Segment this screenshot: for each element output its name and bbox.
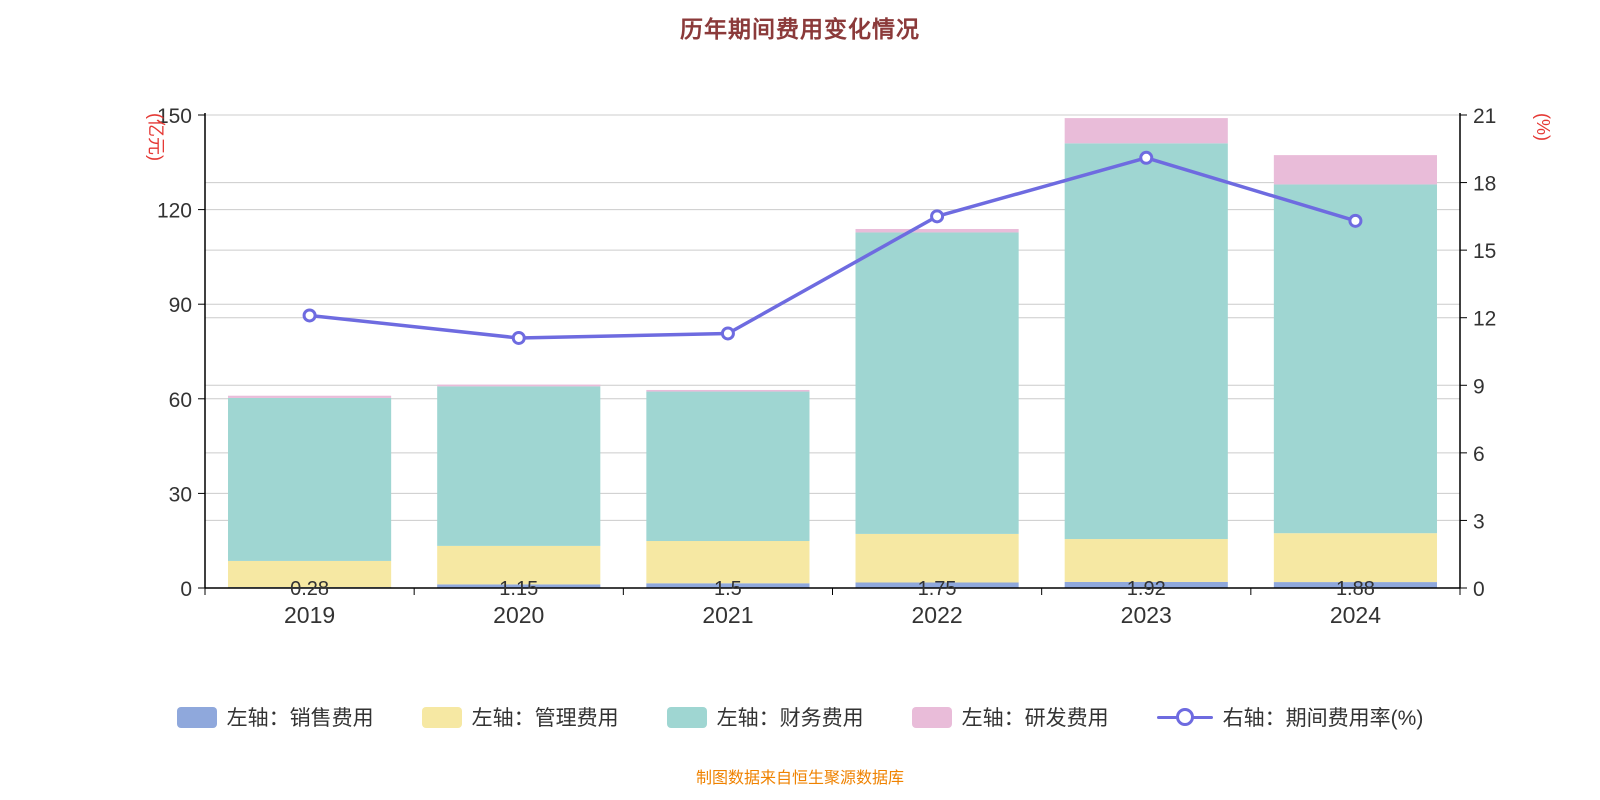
bar-value-label: 1.88	[1336, 578, 1375, 600]
legend-item-bar-2[interactable]: 左轴：财务费用	[666, 702, 864, 732]
legend-line-swatch	[1156, 706, 1213, 728]
legend-label: 左轴：销售费用	[226, 707, 374, 730]
rate-line-point[interactable]	[302, 308, 317, 323]
bar-value-label: 0.28	[290, 578, 329, 600]
bar-segment-1[interactable]	[1064, 539, 1228, 582]
right-tick-label: 9	[1473, 375, 1485, 398]
bars-group	[228, 118, 1437, 588]
bar-segment-2[interactable]	[646, 391, 810, 542]
right-axis-unit-label: (%)	[1533, 113, 1553, 141]
chart-title: 历年期间费用变化情况	[680, 16, 920, 42]
legend-item-bar-3[interactable]: 左轴：研发费用	[911, 702, 1109, 732]
bar-segment-3[interactable]	[1064, 118, 1228, 144]
left-tick-label: 150	[157, 105, 192, 128]
bar-segment-0[interactable]	[1064, 581, 1228, 588]
left-tick-label: 90	[169, 294, 192, 317]
bar-segment-1[interactable]	[855, 533, 1019, 583]
x-category-label: 2019	[284, 602, 335, 628]
legend-item-bar-0[interactable]: 左轴：销售费用	[176, 702, 374, 732]
legend-label: 左轴：管理费用	[471, 707, 619, 730]
legend-item-line[interactable]: 右轴：期间费用率(%)	[1156, 702, 1424, 732]
x-category-label: 2022	[911, 602, 962, 628]
right-tick-label: 21	[1473, 105, 1496, 128]
bar-segment-0[interactable]	[1273, 582, 1437, 588]
legend-label: 右轴：期间费用率(%)	[1222, 707, 1424, 730]
legend-swatch	[911, 706, 952, 728]
legend-item-bar-1[interactable]: 左轴：管理费用	[421, 702, 619, 732]
bar-segment-2[interactable]	[228, 397, 392, 561]
right-tick-label: 12	[1473, 308, 1496, 331]
rate-line-point[interactable]	[1348, 213, 1363, 228]
data-source-caption: 制图数据来自恒生聚源数据库	[695, 770, 904, 787]
x-category-label: 2020	[493, 602, 544, 628]
left-tick-label: 120	[157, 200, 192, 223]
left-tick-label: 0	[180, 578, 192, 601]
right-tick-label: 0	[1473, 578, 1485, 601]
rate-line-point[interactable]	[720, 326, 735, 341]
chart-legend: 左轴：销售费用 左轴：管理费用 左轴：财务费用 左轴：研发费用 右轴：期间费用率(%)	[0, 702, 1600, 732]
bar-segment-0[interactable]	[437, 584, 601, 588]
right-tick-label: 18	[1473, 173, 1496, 196]
left-tick-label: 60	[169, 389, 192, 412]
bar-segment-3[interactable]	[228, 395, 392, 398]
bar-segment-1[interactable]	[228, 560, 392, 588]
right-tick-label: 6	[1473, 443, 1485, 466]
bar-value-label: 1.15	[499, 578, 538, 600]
right-tick-label: 15	[1473, 240, 1496, 263]
legend-label: 左轴：研发费用	[961, 707, 1109, 730]
bar-segment-1[interactable]	[1273, 533, 1437, 583]
bar-value-label: 1.75	[918, 578, 957, 600]
legend-swatch	[421, 706, 462, 728]
bar-segment-2[interactable]	[1273, 184, 1437, 534]
rate-line-point[interactable]	[1139, 150, 1154, 165]
right-tick-label: 3	[1473, 510, 1485, 533]
rate-line-point[interactable]	[511, 330, 526, 345]
bar-segment-0[interactable]	[646, 583, 810, 588]
legend-label: 左轴：财务费用	[716, 707, 864, 730]
left-axis-unit-label: (亿元)	[146, 113, 166, 161]
bar-segment-3[interactable]	[646, 389, 810, 392]
rate-line	[309, 156, 1356, 340]
left-tick-label: 30	[169, 483, 192, 506]
expense-combo-chart: 0 30 60 90 120 150 0 3 6 9 12 15 18 21 2019 2020 2021 202…	[146, 105, 1553, 628]
rate-line-point[interactable]	[930, 209, 945, 224]
bar-value-label: 1.92	[1127, 578, 1166, 600]
bar-segment-3[interactable]	[437, 384, 601, 387]
bar-segment-3[interactable]	[855, 228, 1019, 233]
bar-segment-0[interactable]	[855, 582, 1019, 588]
x-category-label: 2023	[1121, 602, 1172, 628]
legend-swatch	[666, 706, 707, 728]
bar-segment-3[interactable]	[1273, 155, 1437, 185]
bar-segment-2[interactable]	[855, 232, 1019, 534]
bar-segment-1[interactable]	[437, 545, 601, 585]
x-category-label: 2024	[1330, 602, 1381, 628]
bar-segment-1[interactable]	[646, 541, 810, 584]
bar-value-label: 1.5	[714, 578, 742, 600]
bar-segment-2[interactable]	[437, 386, 601, 546]
x-category-label: 2021	[702, 602, 753, 628]
legend-swatch	[176, 706, 217, 728]
bar-segment-2[interactable]	[1064, 143, 1228, 540]
